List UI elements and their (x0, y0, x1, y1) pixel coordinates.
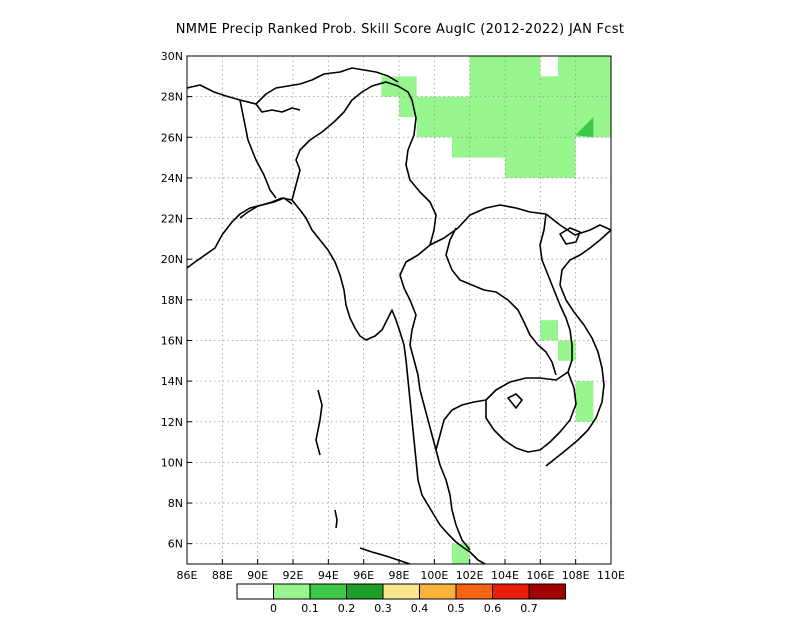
lon-tick-label: 92E (283, 569, 304, 582)
colorbar-label: 0.7 (520, 602, 538, 615)
colorbar-label: 0.5 (447, 602, 465, 615)
colorbar-swatch (236, 583, 274, 600)
lon-tick-label: 98E (389, 569, 410, 582)
colorbar-swatch (419, 583, 457, 600)
bangladesh-delta (239, 197, 293, 219)
colorbar-label: 0 (270, 602, 277, 615)
lon-tick-label: 86E (177, 569, 198, 582)
himalaya-border (187, 67, 399, 105)
andaman-islands (315, 389, 323, 456)
hainan-island (559, 227, 581, 245)
colorbar-swatch (528, 583, 566, 600)
skill-cell-low (452, 96, 505, 158)
myanmar-india-border (291, 81, 413, 201)
skill-cell-low (416, 96, 452, 138)
skill-cell-low (558, 340, 576, 361)
lon-tick-label: 94E (318, 569, 339, 582)
lon-tick-label: 108E (562, 569, 590, 582)
lat-tick-label: 12N (161, 416, 183, 429)
china-laos-vietnam-border (429, 204, 611, 246)
lat-tick-label: 30N (161, 50, 183, 63)
lat-tick-label: 6N (168, 538, 183, 551)
cambodia-border (485, 371, 577, 453)
lat-tick-label: 20N (161, 253, 183, 266)
myanmar-china-border (405, 99, 437, 246)
colorbar-label: 0.3 (374, 602, 392, 615)
skill-cells (381, 56, 611, 564)
colorbar-swatch (309, 583, 347, 600)
mekong-border (445, 227, 557, 376)
lon-tick-label: 90E (247, 569, 268, 582)
colorbar: 0 0.1 0.2 0.3 0.4 0.5 0.6 0.7 (236, 583, 566, 615)
lon-tick-label: 88E (212, 569, 233, 582)
latitude-labels: 6N 8N 10N 12N 14N 16N 18N 20N 22N 24N 26N 28N 30N (161, 50, 192, 551)
lat-tick-label: 22N (161, 213, 183, 226)
colorbar-swatch (455, 583, 493, 600)
bhutan-border (255, 103, 301, 113)
lon-tick-label: 96E (353, 569, 374, 582)
lon-tick-label: 110E (597, 569, 625, 582)
colorbar-swatch (492, 583, 530, 600)
colorbar-label: 0.4 (411, 602, 429, 615)
colorbar-label: 0.1 (301, 602, 319, 615)
nicobar-islands (334, 509, 338, 529)
lat-tick-label: 24N (161, 172, 183, 185)
coastlines-borders (187, 67, 611, 564)
lat-tick-label: 10N (161, 456, 183, 469)
lon-tick-label: 106E (526, 569, 554, 582)
colorbar-label: 0.2 (338, 602, 356, 615)
lon-tick-label: 102E (456, 569, 484, 582)
longitude-labels: 86E 88E 90E 92E 94E 96E 98E 100E 102E 104E 106E 108… (177, 559, 625, 582)
lat-tick-label: 18N (161, 294, 183, 307)
colorbar-swatch (346, 583, 384, 600)
skill-cell-low (469, 56, 505, 97)
vietnam-coastline (545, 229, 611, 467)
lat-tick-label: 26N (161, 131, 183, 144)
skill-cell-low (505, 56, 541, 158)
myanmar-thailand-border (399, 244, 437, 451)
skill-cell-low (575, 381, 594, 422)
skill-cell-low (505, 157, 541, 178)
lat-tick-label: 8N (168, 497, 183, 510)
malay-peninsula-coast (435, 449, 471, 551)
skill-cell-mid (575, 116, 594, 138)
lon-tick-label: 104E (491, 569, 519, 582)
laos-vietnam-border (539, 213, 573, 373)
map-title: NMME Precip Ranked Prob. Skill Score Aug… (175, 22, 625, 37)
lat-lon-grid (187, 56, 611, 564)
northeast-india-border (239, 99, 277, 199)
lat-tick-label: 14N (161, 375, 183, 388)
lat-tick-label: 16N (161, 334, 183, 347)
sumatra-tip (359, 547, 411, 564)
lon-tick-label: 100E (420, 569, 448, 582)
skill-cell-low (540, 320, 558, 341)
colorbar-swatch (382, 583, 420, 600)
colorbar-swatch (273, 583, 311, 600)
gulf-of-thailand-coast (435, 399, 487, 451)
lat-tick-label: 28N (161, 91, 183, 104)
colorbar-label: 0.6 (484, 602, 502, 615)
tonle-sap (507, 393, 523, 409)
